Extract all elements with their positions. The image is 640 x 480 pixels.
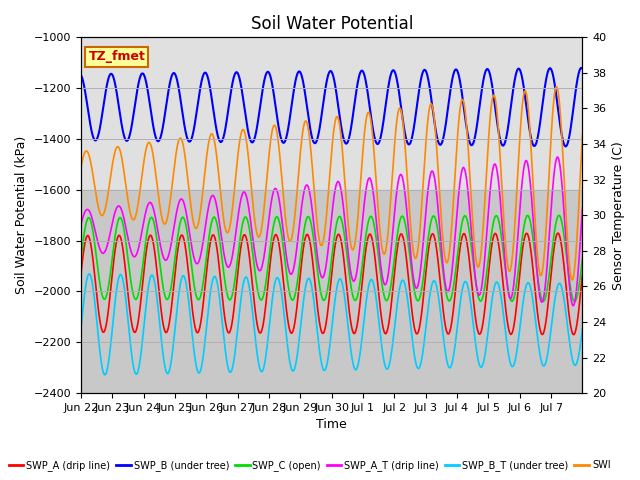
Legend: SWP_A (drip line), SWP_B (under tree), SWP_C (open), SWP_A_T (drip line), SWP_B_: SWP_A (drip line), SWP_B (under tree), S… bbox=[5, 456, 614, 475]
Bar bbox=[81, 190, 582, 393]
Title: Soil Water Potential: Soil Water Potential bbox=[250, 15, 413, 33]
Bar bbox=[81, 37, 582, 190]
Y-axis label: Soil Water Potential (kPa): Soil Water Potential (kPa) bbox=[15, 136, 28, 294]
X-axis label: Time: Time bbox=[316, 419, 347, 432]
Y-axis label: Sensor Temperature (C): Sensor Temperature (C) bbox=[612, 141, 625, 289]
Text: TZ_fmet: TZ_fmet bbox=[88, 50, 145, 63]
